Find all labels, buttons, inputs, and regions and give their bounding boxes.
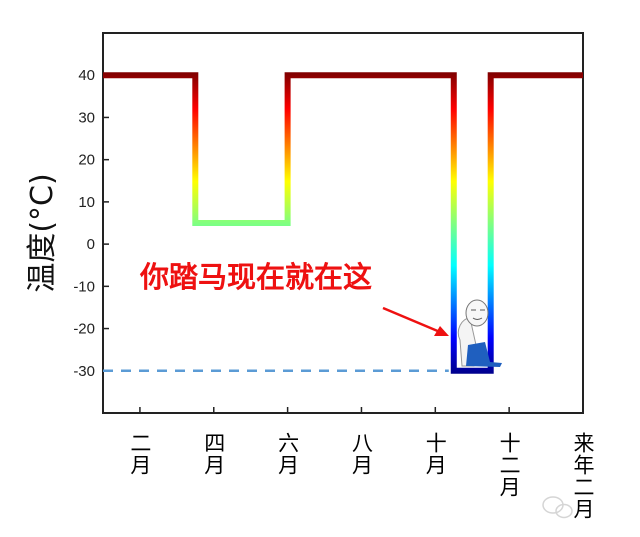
x-tick-label: 二月 [127, 432, 152, 476]
y-tick-label: -20 [73, 321, 95, 338]
x-tick-label: 八月 [349, 432, 374, 476]
x-tick-label: 十月 [423, 432, 448, 476]
y-tick-label: 30 [78, 109, 95, 126]
x-tick-label: 来年二月 [571, 432, 595, 520]
y-tick-label: 0 [87, 236, 95, 253]
y-tick-label: -30 [73, 363, 95, 380]
y-tick-label: 40 [78, 67, 95, 84]
y-tick-label: -10 [73, 278, 95, 295]
y-tick-label: 10 [78, 194, 95, 211]
series-line [103, 72, 583, 374]
x-tick-label: 十二月 [497, 432, 522, 498]
annotation-arrow [382, 306, 449, 336]
y-axis-label: 温度(°C) [25, 173, 60, 292]
x-tick-label: 四月 [201, 432, 226, 476]
plot-area [102, 32, 584, 414]
meme-figure [457, 299, 502, 367]
x-tick-label: 六月 [275, 432, 300, 476]
watermark [542, 496, 573, 519]
annotation-text: 你踏马现在就在这 [139, 260, 372, 294]
y-tick-label: 20 [78, 152, 95, 169]
